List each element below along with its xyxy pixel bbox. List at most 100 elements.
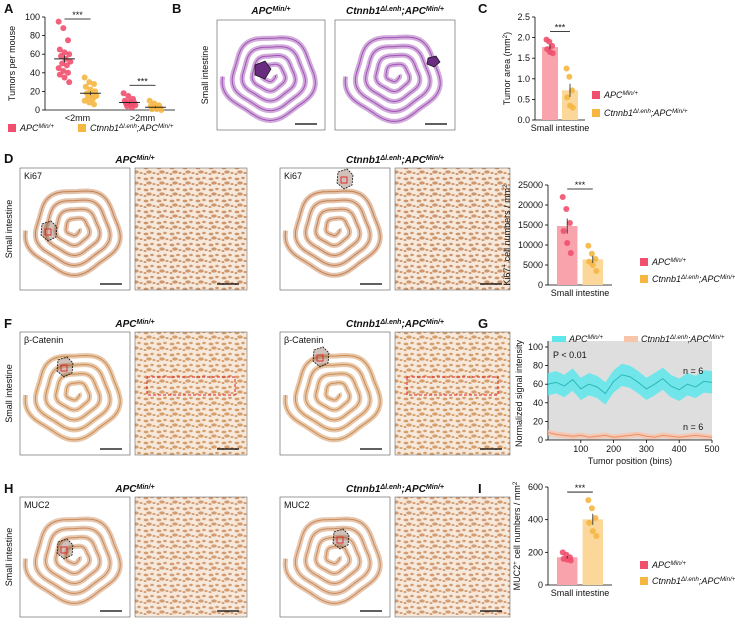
x-tick-label: 100: [573, 444, 588, 454]
zoom-box: [60, 546, 68, 554]
dot: [81, 74, 88, 81]
image-title-part: Ctnnb1: [346, 6, 381, 17]
image-title-part: Ctnnb1: [346, 155, 381, 166]
y-tick-label: 20: [30, 86, 40, 96]
legend-label: APCMin/+: [651, 257, 686, 268]
image-title-part: Δl.enh: [379, 319, 401, 326]
legend-label: APCMin/+: [568, 334, 603, 345]
panel-label: I: [478, 481, 482, 496]
stain-label: β-Catenin: [284, 335, 323, 345]
dot: [91, 80, 98, 87]
zoom-box: [340, 176, 348, 184]
x-tick-label: 500: [704, 444, 719, 454]
legend-label: Ctnnb1Δl.enh;APCMin/+: [90, 123, 174, 134]
stain-label: Ki67: [284, 171, 302, 181]
legend-label-part: Δl.enh: [669, 334, 688, 341]
image-title-part: ;APC: [401, 484, 426, 495]
y-tick-label: 100: [25, 12, 40, 22]
dot: [593, 268, 600, 274]
legend-swatch: [640, 258, 648, 266]
dot: [549, 42, 556, 49]
panel-label: D: [4, 151, 13, 166]
x-tick-label: Small intestine: [551, 288, 610, 298]
significance: ***: [575, 483, 586, 493]
legend-label-part: Δl.enh: [680, 274, 699, 281]
y-axis-label-part: MUC2: [512, 565, 522, 591]
legend-label-part: Ctnnb1: [90, 123, 119, 133]
image-title-part: Min/+: [137, 319, 155, 326]
dot: [57, 53, 64, 60]
image-title-part: Min/+: [426, 155, 444, 162]
y-axis-label-part: 2: [502, 184, 509, 188]
y-tick-label: 40: [533, 398, 543, 408]
tumor-outline: [56, 538, 74, 560]
legend-label-part: APC: [651, 560, 671, 570]
stain-label: Ki67: [24, 171, 42, 181]
dot: [588, 505, 595, 512]
zoom-image: [134, 167, 248, 291]
image-frame: [279, 496, 391, 618]
legend-label-part: ;APC: [688, 334, 710, 344]
tumor-outline: [56, 356, 74, 378]
zoom-image: [134, 496, 248, 618]
tumor-outline: [336, 168, 354, 190]
legend-label-part: Ctnnb1: [652, 576, 681, 586]
x-axis-label: Tumor position (bins): [588, 456, 672, 466]
image-title-part: Δl.enh: [379, 6, 401, 13]
dot: [91, 101, 98, 108]
dot: [593, 533, 600, 539]
dot: [567, 557, 574, 564]
y-axis-label-part: +: [512, 561, 519, 565]
y-axis-label-part: ): [502, 32, 512, 35]
legend-label-part: Δl.enh: [632, 108, 651, 115]
legend-label-part: Min/+: [720, 576, 735, 583]
bar: [542, 47, 558, 120]
stain-label: MUC2: [284, 500, 310, 510]
dot: [56, 71, 63, 78]
y-tick-label: 100: [528, 342, 543, 352]
significance: ***: [72, 10, 83, 20]
image-frame: [279, 167, 391, 291]
legend-swatch: [592, 91, 600, 99]
dot: [592, 256, 599, 262]
tissue-edge: [284, 518, 381, 604]
tissue-edge: [284, 354, 381, 441]
y-tick-label: 20: [533, 416, 543, 426]
x-tick-label: 200: [606, 444, 621, 454]
bar: [556, 557, 578, 585]
tumor-outline: [312, 346, 330, 368]
image-title-part: APC: [114, 155, 137, 166]
dot: [563, 206, 570, 212]
dot: [86, 79, 93, 86]
y-tick-label: 80: [30, 31, 40, 41]
dot: [564, 240, 571, 246]
panel-label: H: [4, 481, 13, 496]
y-axis-label-part: +: [502, 264, 509, 268]
y-tick-label: 0: [538, 435, 543, 445]
dot: [66, 79, 73, 86]
legend-label-part: Δl.enh: [680, 576, 699, 583]
legend-label: APCMin/+: [651, 560, 686, 571]
legend-label-part: Ctnnb1: [652, 274, 681, 284]
image-title-part: Min/+: [137, 484, 155, 491]
panel-label: B: [172, 1, 181, 16]
legend-label: Ctnnb1Δl.enh;APCMin/+: [652, 274, 735, 285]
dot: [563, 65, 570, 72]
image-title: APCMin/+: [250, 6, 290, 18]
image-title-part: Ctnnb1: [346, 484, 381, 495]
x-tick-label: Small intestine: [531, 123, 590, 133]
dot: [585, 497, 592, 504]
y-axis-label: Ki67+ cell numbers / mm2: [502, 184, 513, 286]
zoom-image: [134, 331, 248, 456]
y-axis-label-part: Tumors per mouse: [7, 26, 17, 101]
image-frame: [19, 167, 131, 291]
dot: [61, 74, 68, 81]
confidence-band: [548, 363, 712, 405]
y-tick-label: 0.0: [517, 115, 530, 125]
tissue-edge: [284, 190, 381, 276]
tissue-edge: [344, 36, 441, 122]
dot: [566, 220, 573, 226]
legend-label-part: Min/+: [39, 123, 55, 130]
image-title-part: Min/+: [137, 155, 155, 162]
image-frame: [19, 331, 131, 456]
